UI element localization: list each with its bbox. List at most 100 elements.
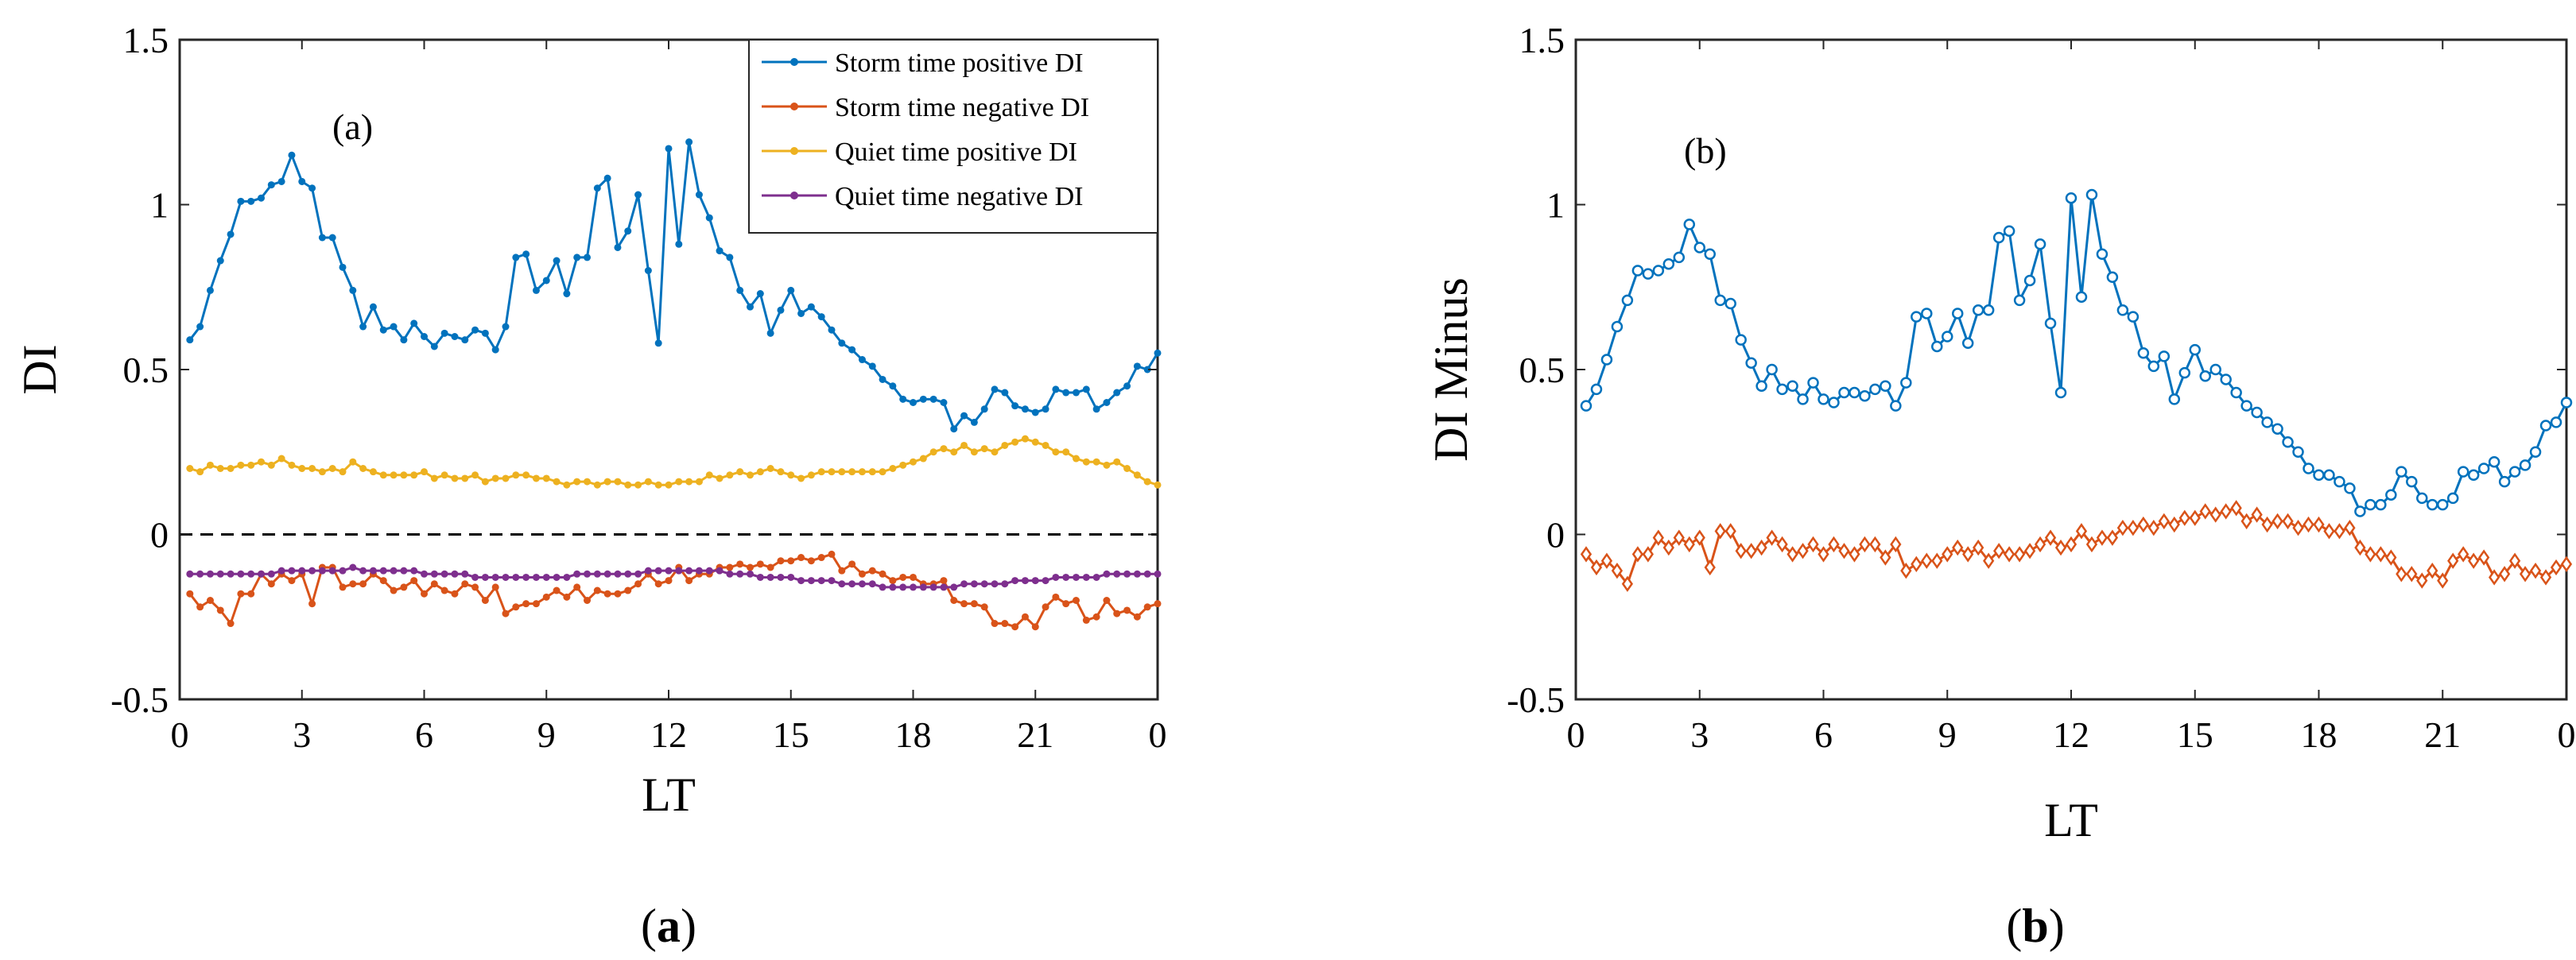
data-point	[2220, 503, 2232, 520]
data-point	[2365, 546, 2376, 563]
data-point	[512, 573, 520, 581]
data-point	[542, 277, 550, 285]
data-point	[848, 580, 856, 588]
data-point	[654, 567, 662, 575]
data-point	[665, 145, 673, 153]
data-point	[2437, 498, 2449, 511]
data-point	[1869, 383, 1881, 396]
data-point	[1652, 265, 1665, 277]
data-point	[2168, 393, 2181, 405]
data-point	[910, 573, 917, 581]
data-point	[910, 583, 917, 591]
data-point	[1021, 613, 1029, 621]
data-point	[797, 474, 805, 482]
data-point	[451, 590, 459, 598]
data-point	[828, 326, 836, 334]
data-point	[747, 303, 754, 311]
data-point	[766, 329, 774, 337]
data-point	[960, 412, 968, 420]
data-point	[654, 580, 662, 588]
data-point	[2354, 539, 2366, 556]
data-point	[716, 474, 724, 482]
data-point	[186, 336, 194, 344]
data-point	[2251, 506, 2263, 523]
data-point	[1073, 455, 1080, 463]
x-tick-label: 21	[2424, 714, 2461, 755]
caption-close-a: )	[681, 900, 696, 952]
series-storm-time-positive-di	[186, 138, 1162, 433]
data-point	[940, 399, 948, 406]
data-point	[1021, 577, 1029, 585]
data-point	[766, 563, 774, 571]
data-point	[491, 583, 499, 591]
data-point	[2199, 370, 2211, 382]
y-tick-label: 1	[150, 185, 169, 226]
data-point	[817, 577, 825, 585]
data-point	[736, 468, 744, 476]
data-point	[1154, 570, 1162, 578]
data-point	[960, 441, 968, 449]
data-point	[491, 573, 499, 581]
data-point	[950, 448, 958, 456]
data-point	[2396, 466, 2407, 478]
chart-panel-a: 0 3 6 9 12 15 18 21 0-0.500.511.5 (a) LT DI Stor…	[14, 20, 1167, 952]
data-point	[542, 593, 550, 601]
data-point	[553, 586, 561, 594]
data-point	[390, 323, 398, 331]
data-point	[910, 399, 917, 406]
data-point	[889, 577, 897, 585]
data-point	[991, 385, 999, 393]
data-point	[766, 573, 774, 581]
data-point	[430, 570, 438, 578]
y-tick-label: 0	[1546, 515, 1565, 555]
data-point	[1154, 349, 1162, 357]
x-tick-label: 6	[415, 714, 433, 755]
x-tick-label: 0	[171, 714, 189, 755]
data-point	[899, 573, 907, 581]
data-point	[369, 567, 377, 575]
data-point	[1849, 546, 1860, 563]
data-point	[349, 458, 357, 466]
data-point	[410, 567, 418, 575]
data-point	[940, 577, 948, 585]
data-point	[807, 557, 815, 565]
data-point	[1776, 536, 1788, 553]
data-point	[563, 481, 571, 489]
data-point	[308, 184, 316, 192]
data-point	[685, 138, 693, 146]
data-point	[512, 603, 520, 611]
data-point	[1787, 546, 1798, 563]
data-point	[1952, 539, 1964, 556]
data-point	[379, 567, 387, 575]
data-point	[1662, 257, 1675, 270]
data-point	[573, 570, 581, 578]
data-point	[2220, 374, 2232, 385]
data-point	[624, 227, 632, 235]
data-point	[1931, 552, 1943, 569]
data-point	[1031, 623, 1039, 631]
data-point	[1113, 389, 1121, 397]
data-point	[2137, 347, 2150, 359]
data-point	[1766, 529, 1778, 546]
data-point	[910, 458, 917, 466]
legend-marker	[790, 192, 798, 199]
data-point	[1092, 613, 1100, 621]
x-tick-label: 15	[2177, 714, 2213, 755]
data-point	[491, 346, 499, 354]
data-point	[2158, 513, 2170, 530]
data-point	[695, 478, 703, 486]
data-point	[970, 448, 978, 456]
data-point	[970, 418, 978, 426]
data-point	[2106, 271, 2119, 284]
panel-label-a: (a)	[332, 106, 373, 147]
y-tick-label: 0.5	[1519, 350, 1565, 390]
data-point	[2385, 489, 2397, 501]
data-point	[1890, 536, 1902, 553]
data-point	[349, 580, 357, 588]
data-point	[2354, 505, 2366, 517]
data-point	[2406, 475, 2418, 488]
data-point	[675, 567, 683, 575]
data-point	[400, 471, 408, 479]
data-point	[2054, 539, 2067, 556]
data-point	[980, 445, 988, 453]
